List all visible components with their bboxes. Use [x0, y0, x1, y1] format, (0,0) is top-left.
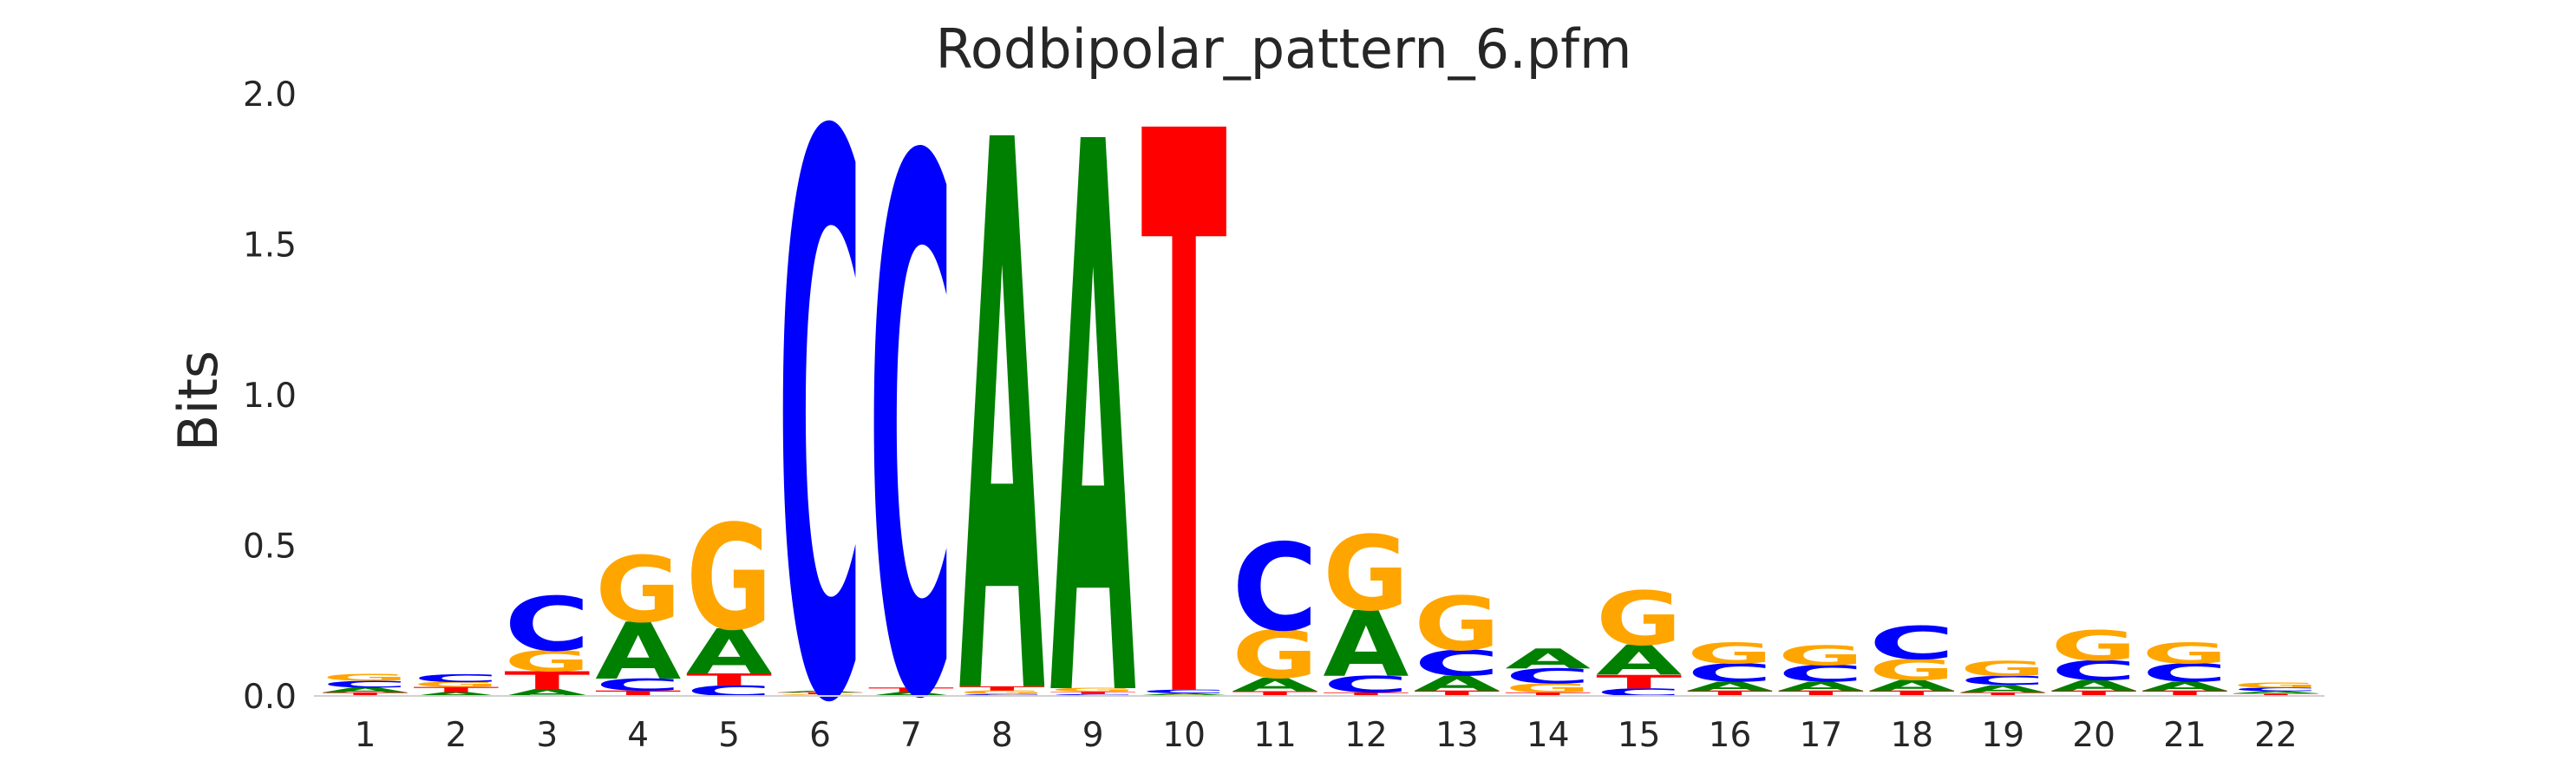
logo-letter-C: C: [504, 581, 590, 668]
x-tick-label: 4: [627, 716, 649, 755]
logo-letter-G: G: [2233, 681, 2318, 689]
logo-letter-A: A: [1505, 643, 1591, 674]
x-tick-label: 5: [718, 716, 740, 755]
y-axis-ticks: 0.0 0.5 1.0 1.5 2.0: [243, 75, 297, 717]
y-tick-label: 0.0: [243, 678, 297, 717]
logo-letter-G: G: [1960, 657, 2046, 681]
logo-letter-G: G: [1596, 576, 1682, 663]
x-tick-label: 13: [1435, 716, 1479, 755]
x-tick-label: 20: [2072, 716, 2115, 755]
logo-letter-A: A: [1050, 0, 1137, 781]
logo-letter-G: G: [2051, 622, 2137, 671]
x-tick-label: 17: [1800, 716, 1843, 755]
y-tick-label: 0.5: [243, 528, 297, 567]
x-tick-label: 14: [1527, 716, 1570, 755]
x-tick-label: 2: [445, 716, 467, 755]
x-axis-ticks: 1 2 3 4 5 6 7 8 9 10 11 12 13 14 15 16 17 18 19 20 21 22: [355, 716, 2298, 755]
y-axis-label: Bits: [167, 351, 230, 451]
logo-letter-G: G: [323, 673, 409, 683]
x-tick-label: 15: [1618, 716, 1661, 755]
x-tick-label: 18: [1890, 716, 1933, 755]
y-tick-label: 2.0: [243, 75, 297, 115]
logo-letter-G: G: [686, 495, 772, 663]
logo-letter-G: G: [1323, 515, 1409, 634]
logo-letter-C: C: [413, 673, 499, 685]
x-tick-label: 22: [2254, 716, 2298, 755]
logo-letter-C: C: [1232, 519, 1318, 659]
x-tick-label: 1: [355, 716, 376, 755]
y-tick-label: 1.0: [243, 377, 297, 416]
y-tick-label: 1.5: [243, 226, 297, 266]
logo-letter-C: C: [1869, 617, 1955, 670]
x-tick-label: 21: [2163, 716, 2207, 755]
x-tick-label: 19: [1981, 716, 2024, 755]
logo-letter-G: G: [595, 537, 681, 643]
logo-letters: TACGATGCATGCTCAGCTAGGTACATCCGTACTGAGACTT…: [323, 0, 2319, 781]
logo-letter-C: C: [868, 10, 954, 781]
logo-letter-G: G: [2142, 637, 2228, 671]
logo-letter-G: G: [1414, 581, 1500, 667]
x-tick-label: 11: [1253, 716, 1297, 755]
logo-letter-G: G: [1687, 637, 1773, 671]
x-tick-label: 16: [1709, 716, 1752, 755]
logo-letter-T: T: [1141, 0, 1228, 781]
x-tick-label: 3: [536, 716, 558, 755]
logo-letter-G: G: [1778, 640, 1864, 671]
logo-letter-C: C: [777, 0, 863, 781]
logo-letter-A: A: [959, 0, 1046, 781]
x-tick-label: 12: [1344, 716, 1388, 755]
